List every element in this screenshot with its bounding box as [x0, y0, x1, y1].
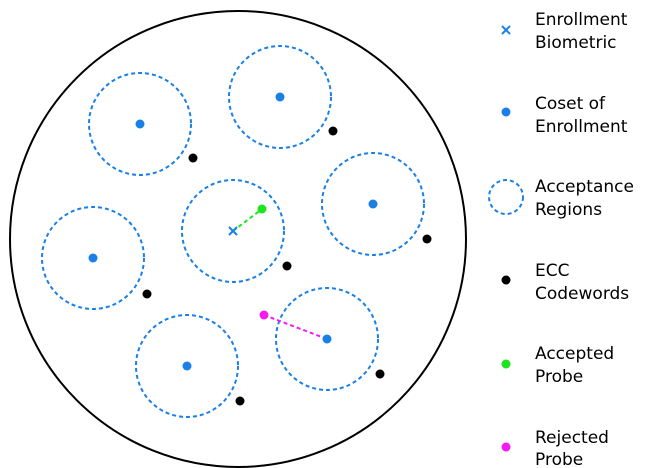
codeword-point	[235, 396, 245, 406]
legend-label-rejected-probe: Rejected Probe	[535, 428, 614, 468]
accepted-probe-point	[257, 204, 267, 214]
acceptance-region	[41, 206, 145, 310]
legend-label-accepted-probe: Accepted Probe	[535, 344, 620, 387]
acceptance-region	[275, 287, 379, 391]
coset-point	[135, 119, 145, 129]
rejected-probe-link	[263, 314, 328, 340]
rejected-probe-point	[259, 310, 269, 320]
outer-space-circle	[9, 10, 467, 468]
codeword-point	[142, 289, 152, 299]
legend-label-acceptance-regions: Acceptance Regions	[535, 177, 639, 220]
acceptance-region	[135, 314, 239, 418]
coset-point	[368, 199, 378, 209]
acceptance-region	[88, 72, 192, 176]
legend-codeword-dot-icon	[501, 275, 511, 285]
enrollment-biometric-marker	[228, 226, 238, 236]
legend-label-enrollment-biometric: Enrollment Biometric	[535, 10, 633, 53]
coset-point	[275, 92, 285, 102]
acceptance-region	[181, 179, 285, 283]
legend-coset-dot-icon	[501, 107, 511, 117]
codeword-point	[375, 369, 385, 379]
acceptance-region	[321, 152, 425, 256]
legend-rejected-dot-icon	[501, 442, 511, 452]
coset-point	[88, 253, 98, 263]
codeword-point	[328, 126, 338, 136]
legend-cross-icon	[501, 25, 511, 35]
legend-label-ecc-codewords: ECC Codewords	[535, 261, 629, 304]
acceptance-regions	[41, 45, 425, 418]
coset-point	[182, 361, 192, 371]
codeword-point	[188, 153, 198, 163]
legend-accepted-dot-icon	[501, 359, 511, 369]
codeword-point	[282, 261, 292, 271]
coset-point	[322, 334, 332, 344]
codeword-point	[422, 234, 432, 244]
legend-label-coset-of-enrollment: Coset of Enrollment	[535, 94, 628, 137]
legend-dashed-circle-icon	[488, 179, 524, 215]
ecc-codewords	[142, 126, 432, 406]
coset-points	[88, 92, 378, 371]
accepted-probe-link	[232, 208, 263, 232]
legend: Enrollment Biometric Coset of Enrollment…	[488, 10, 639, 468]
acceptance-region	[228, 45, 332, 149]
